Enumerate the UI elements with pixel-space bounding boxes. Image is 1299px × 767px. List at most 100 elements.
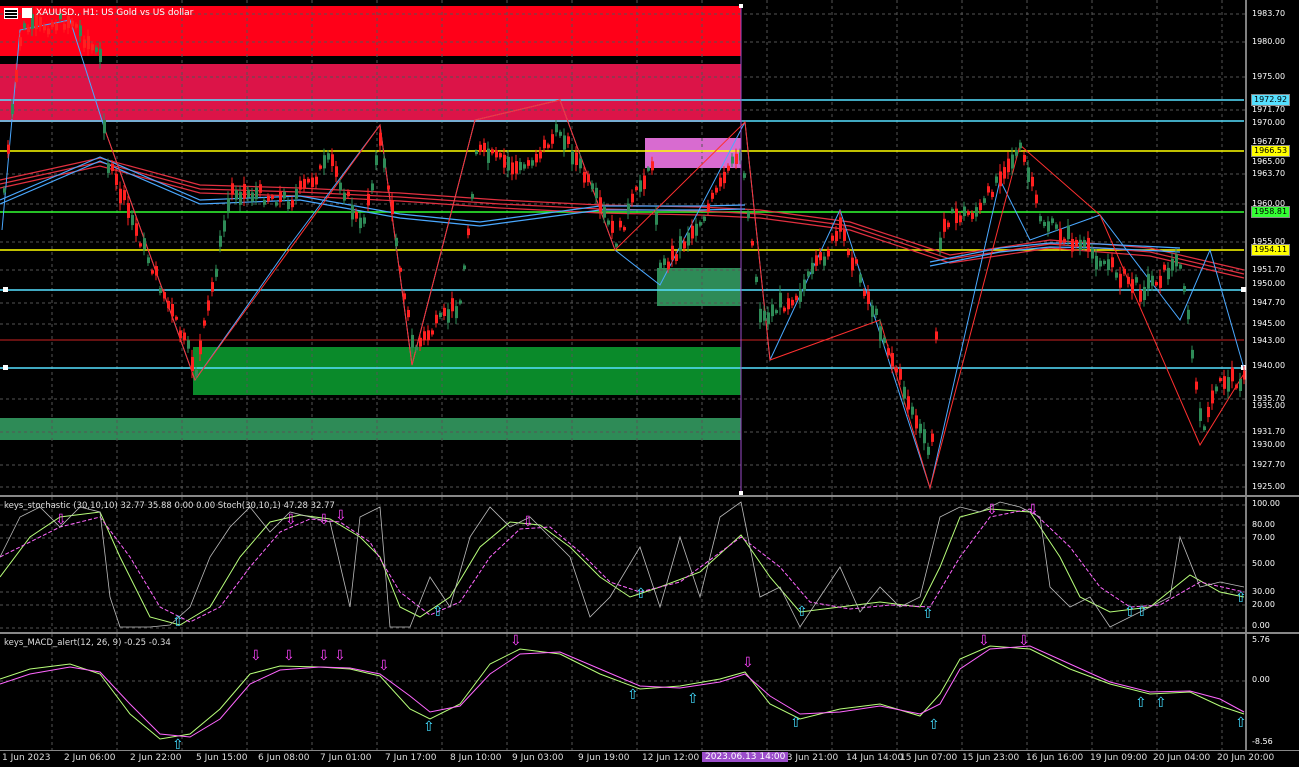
buy-arrow-icon: ⇧ xyxy=(1124,604,1136,620)
candle xyxy=(35,14,38,29)
stoch-signal-line xyxy=(0,508,1245,623)
time-axis-label: 16 Jun 16:00 xyxy=(1026,753,1084,763)
stochastic-pane[interactable]: keys_stochastic (30,10,10) 32.77 35.88 0… xyxy=(0,497,1299,632)
sell-arrow-icon: ⇩ xyxy=(318,648,330,664)
candle xyxy=(919,423,922,434)
candle xyxy=(955,208,958,224)
support-zone-lower xyxy=(0,418,741,440)
candle xyxy=(939,237,942,250)
candle xyxy=(515,161,518,174)
candle xyxy=(407,309,410,318)
price-axis-label: 1945.00 xyxy=(1252,319,1286,328)
support-zone-small xyxy=(657,268,741,306)
candle xyxy=(539,150,542,159)
candle xyxy=(323,155,326,169)
candle xyxy=(935,331,938,340)
candle xyxy=(95,47,98,52)
candle xyxy=(843,230,846,241)
stoch-fast-line xyxy=(0,501,1245,628)
candle xyxy=(931,433,934,442)
candle xyxy=(915,415,918,429)
sell-arrow-icon: ⇩ xyxy=(378,658,390,674)
candle xyxy=(91,44,94,51)
candle xyxy=(119,188,122,204)
sell-arrow-icon: ⇩ xyxy=(334,648,346,664)
candle xyxy=(603,207,606,218)
candle xyxy=(175,316,178,320)
candle xyxy=(1035,194,1038,204)
candle xyxy=(275,202,278,206)
candle xyxy=(887,348,890,356)
candle xyxy=(215,268,218,277)
candle xyxy=(255,187,258,200)
candle xyxy=(651,161,654,171)
candle xyxy=(339,182,342,191)
candle xyxy=(15,69,18,83)
candle xyxy=(959,215,962,223)
candle xyxy=(1087,237,1090,252)
candle xyxy=(983,198,986,203)
buy-arrow-icon: ⇧ xyxy=(432,604,444,620)
candle xyxy=(227,198,230,212)
candle xyxy=(1047,221,1050,232)
chart-type-icon[interactable] xyxy=(22,8,32,18)
candle xyxy=(627,203,630,214)
candle xyxy=(383,158,386,168)
time-axis-label: 15 Jun 07:00 xyxy=(900,753,958,763)
candle xyxy=(643,175,646,190)
candle xyxy=(391,200,394,215)
candle xyxy=(475,150,478,155)
candle xyxy=(395,237,398,247)
candle xyxy=(443,307,446,317)
candle xyxy=(555,124,558,133)
candle xyxy=(195,369,198,377)
candle xyxy=(79,25,82,37)
candle xyxy=(483,142,486,152)
time-axis-label: 5 Jun 15:00 xyxy=(196,753,248,763)
candle xyxy=(635,186,638,191)
price-tag: 1972.92 xyxy=(1251,94,1291,106)
candle xyxy=(303,178,306,189)
candle xyxy=(415,346,418,351)
candle xyxy=(771,304,774,317)
buy-arrow-icon: ⇧ xyxy=(790,715,802,731)
red-ma-ribbon xyxy=(0,157,1245,279)
candle xyxy=(199,340,202,355)
price-axis-label: 1955.00 xyxy=(1252,237,1286,246)
candle xyxy=(167,300,170,309)
candle xyxy=(763,310,766,321)
price-chart-pane[interactable]: XAUUSD., H1: US Gold vs US dollar 1983.7… xyxy=(0,0,1299,495)
candle xyxy=(203,320,206,326)
candle xyxy=(319,165,322,169)
candle xyxy=(647,167,650,171)
candle xyxy=(727,165,730,171)
candle xyxy=(1019,142,1022,149)
candle xyxy=(1195,381,1198,390)
candle xyxy=(667,261,670,270)
candle xyxy=(795,295,798,301)
buy-arrow-icon: ⇧ xyxy=(928,717,940,733)
candle xyxy=(683,241,686,249)
candle xyxy=(259,184,262,193)
candle xyxy=(587,174,590,183)
price-chart-svg xyxy=(0,0,1247,495)
candle xyxy=(335,166,338,177)
candle xyxy=(299,180,302,190)
stochastic-axis-label: 70.00 xyxy=(1252,533,1275,542)
candle xyxy=(435,314,438,324)
candle xyxy=(527,160,530,166)
candle xyxy=(1219,378,1222,382)
sell-arrow-icon: ⇩ xyxy=(742,655,754,671)
candle xyxy=(855,259,858,264)
price-axis-label: 1931.70 xyxy=(1252,427,1286,436)
candle xyxy=(711,192,714,199)
stochastic-axis-label: 50.00 xyxy=(1252,559,1275,568)
candle xyxy=(75,24,78,28)
stochastic-axis-label: 80.00 xyxy=(1252,520,1275,529)
candle xyxy=(707,203,710,212)
candle xyxy=(599,197,602,212)
candle xyxy=(559,131,562,136)
macd-pane[interactable]: keys_MACD_alert(12, 26, 9) -0.25 -0.34 ⇩… xyxy=(0,634,1299,752)
candle xyxy=(231,183,234,195)
chart-menu-icon[interactable] xyxy=(4,7,18,19)
